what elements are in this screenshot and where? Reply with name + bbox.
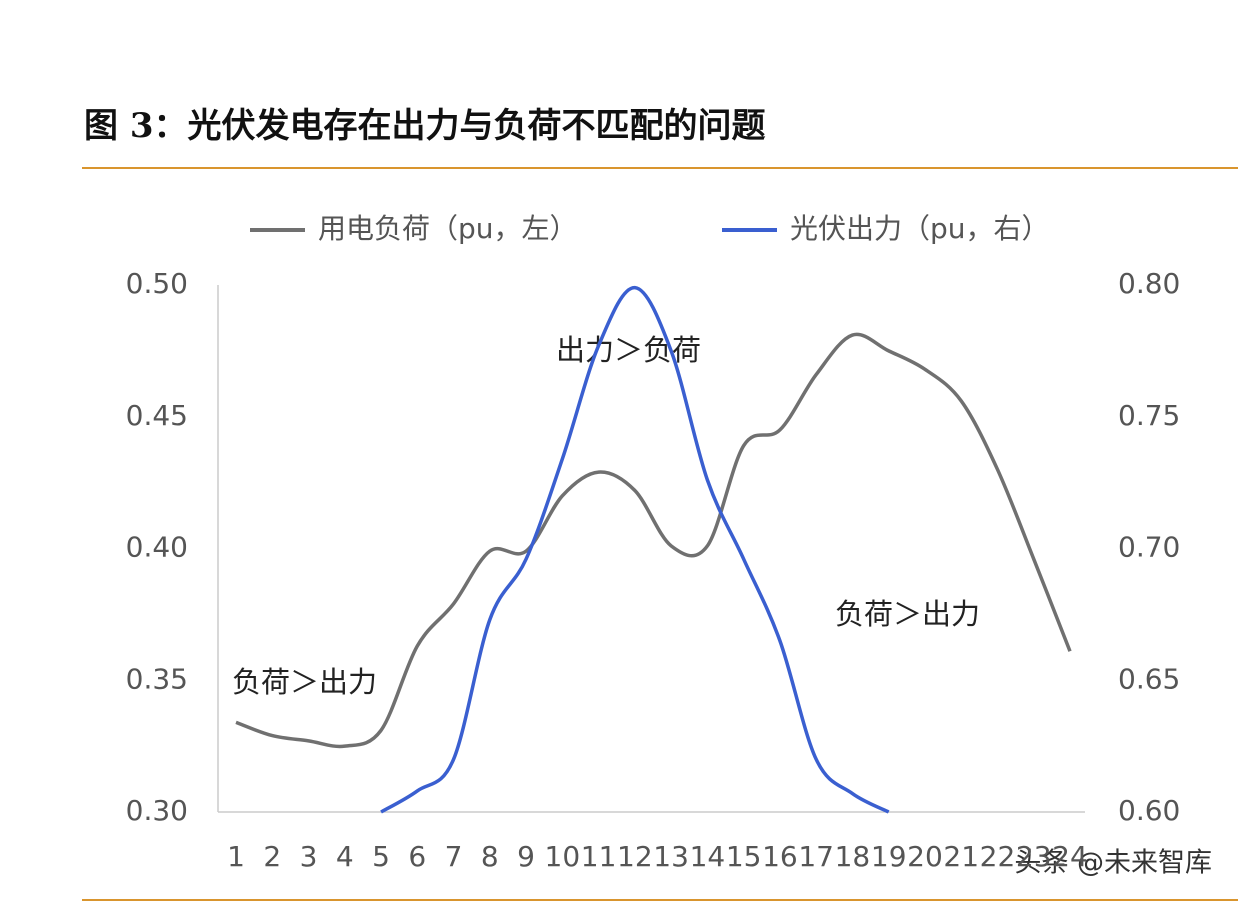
x-tick-label: 16: [762, 840, 798, 873]
y-tick-label: 0.75: [1118, 399, 1180, 432]
x-tick-label: 20: [907, 840, 943, 873]
y-tick-label: 0.60: [1118, 794, 1180, 827]
y-tick-label: 0.80: [1118, 267, 1180, 300]
legend-label: 用电负荷（pu，左）: [318, 212, 578, 245]
y-tick-label: 0.40: [126, 531, 188, 564]
x-tick-label: 9: [517, 840, 535, 873]
y-tick-label: 0.30: [126, 794, 188, 827]
x-tick-label: 5: [372, 840, 390, 873]
x-tick-label: 11: [581, 840, 617, 873]
x-tick-label: 10: [545, 840, 581, 873]
x-tick-label: 2: [263, 840, 281, 873]
x-tick-label: 4: [336, 840, 354, 873]
y-tick-label: 0.35: [126, 662, 188, 695]
legend-label: 光伏出力（pu，右）: [790, 212, 1050, 245]
x-tick-label: 22: [980, 840, 1016, 873]
annotation: 负荷＞出力: [835, 597, 980, 631]
x-tick-label: 8: [481, 840, 499, 873]
x-tick-label: 14: [690, 840, 726, 873]
x-tick-label: 21: [943, 840, 979, 873]
x-tick-label: 15: [726, 840, 762, 873]
x-tick-label: 17: [798, 840, 834, 873]
y-tick-label: 0.50: [126, 267, 188, 300]
chart-title: 图 3：光伏发电存在出力与负荷不匹配的问题: [84, 106, 766, 146]
x-tick-label: 7: [445, 840, 463, 873]
annotation: 出力＞负荷: [556, 333, 701, 367]
x-tick-label: 6: [408, 840, 426, 873]
annotation: 负荷＞出力: [232, 665, 377, 699]
watermark: 头条 @未来智库: [1014, 848, 1212, 879]
x-tick-label: 24: [1052, 840, 1088, 873]
x-tick-label: 13: [653, 840, 689, 873]
series-line: [235, 332, 1072, 749]
y-tick-label: 0.70: [1118, 531, 1180, 564]
x-tick-label: 12: [617, 840, 653, 873]
series-line: [380, 285, 890, 814]
x-tick-label: 1: [227, 840, 245, 873]
x-tick-label: 23: [1016, 840, 1052, 873]
x-tick-label: 18: [835, 840, 871, 873]
y-tick-label: 0.45: [126, 399, 188, 432]
x-tick-label: 3: [300, 840, 318, 873]
y-tick-label: 0.65: [1118, 662, 1180, 695]
x-tick-label: 19: [871, 840, 907, 873]
